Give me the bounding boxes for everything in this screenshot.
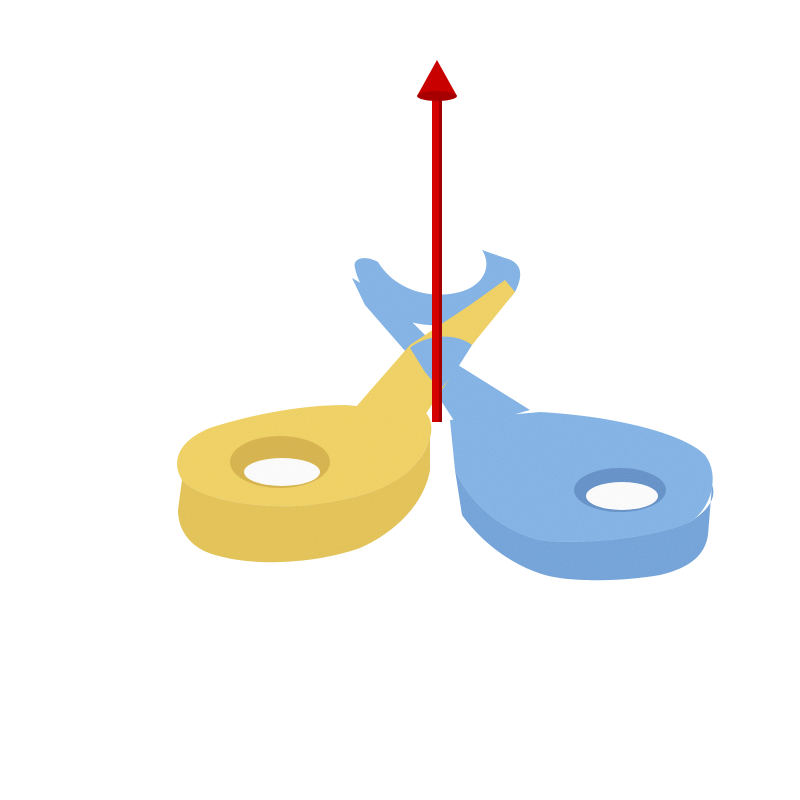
axis-shaft-shade — [439, 96, 442, 422]
yellow-link — [177, 280, 515, 563]
axis-arrowhead-base — [417, 91, 457, 101]
blue-pad-top — [450, 412, 713, 542]
yellow-pad-side — [178, 428, 431, 563]
blue-pad-side — [455, 470, 714, 581]
blue-pad-hole-inner — [586, 482, 658, 510]
rotation-axis-arrow-icon — [417, 60, 457, 422]
axis-arrowhead — [417, 60, 457, 96]
axis-shaft — [432, 92, 442, 422]
yellow-pad-hole-inner — [244, 458, 320, 486]
